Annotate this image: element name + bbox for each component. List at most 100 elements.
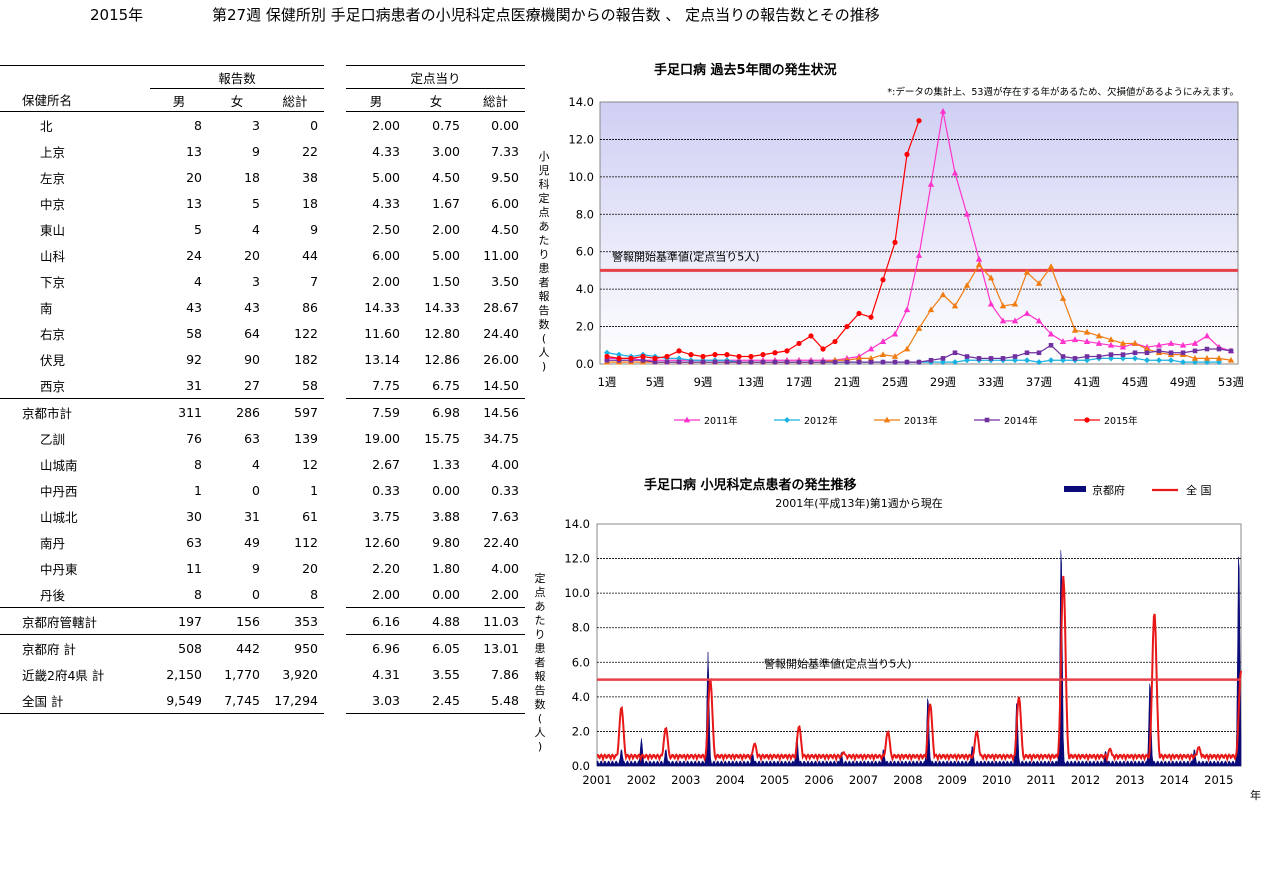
chart1-point: [604, 357, 610, 363]
chart2-y-tick: 12.0: [564, 552, 590, 566]
table-body: 北 8 3 0 2.00 0.75 0.00 上京 13 9 22 4.33 3.00 7.33 左京 20 1…: [0, 112, 526, 714]
chart1-legend-label: 2014年: [1004, 415, 1038, 427]
chart1-point: [1119, 343, 1127, 350]
chart2-ylabel-char: あ: [535, 600, 546, 613]
chart1-point: [1203, 332, 1211, 339]
chart1-point: [951, 169, 959, 176]
cell-f: 4: [252, 221, 260, 237]
chart2-ylabel-char: 数: [535, 698, 546, 711]
column-gap: [324, 242, 346, 268]
chart2-x-tick: 2007: [849, 773, 878, 787]
chart1-point: [652, 355, 658, 361]
chart1-point: [964, 354, 970, 359]
cell-pt: 28.67: [483, 299, 520, 315]
row-name: 南: [40, 300, 53, 316]
chart2-x-ticks: 2001 2002 2003 2004 2005 2006 2007 2008 2009 2010…: [582, 773, 1233, 787]
chart1-threshold: 警報開始基準値(定点当り5人): [600, 249, 1238, 272]
cell-t: 86: [302, 299, 319, 315]
cell-f: 156: [208, 607, 266, 635]
chart1-point: [952, 359, 958, 366]
cell-pm: 6.16: [346, 607, 407, 635]
chart2-y-tick: 2.0: [572, 724, 590, 738]
chart1-point: [1168, 357, 1174, 364]
chart1-point: [892, 359, 898, 365]
cell-pf: 15.75: [424, 430, 461, 446]
chart1-point: [1060, 354, 1066, 359]
chart1-point: [1011, 317, 1019, 324]
chart1-legend-marker: [683, 416, 691, 423]
chart2-y-ticks: 0.0 2.0 4.0 6.0 8.0 10.0 12.0 14.0: [564, 517, 590, 773]
chart1-point: [976, 356, 982, 361]
cell-t: 12: [302, 456, 319, 472]
cell-pm: 4.33: [372, 143, 401, 159]
cell-f: 3: [252, 117, 260, 133]
chart1-y-tick: 0.0: [576, 357, 594, 371]
column-gap: [324, 451, 346, 477]
chart1-point: [1204, 346, 1210, 352]
chart1-point: [1168, 350, 1174, 356]
cell-t: 597: [266, 398, 325, 425]
chart1-gridlines: [600, 139, 1238, 327]
chart1-point: [1096, 354, 1102, 359]
chart1-point: [1120, 352, 1126, 357]
chart2-ylabel-char: り: [535, 628, 546, 641]
chart1-x-ticks: 1週 5週 9週 13週 17週 21週 25週 29週 33週 37週 41週 45週 49週 53週: [598, 375, 1245, 389]
chart1-point: [999, 302, 1007, 309]
cell-m: 13: [186, 195, 202, 211]
chart1-y-tick: 4.0: [576, 282, 594, 296]
chart1-point: [784, 348, 790, 354]
chart1-point: [724, 352, 730, 358]
chart1-ylabel-char: ): [542, 360, 546, 373]
chart1-series: [603, 107, 1235, 366]
cell-pm: 13.14: [364, 351, 401, 367]
table-row: 丹後 8 0 8 2.00 0.00 2.00: [0, 581, 525, 608]
chart1-x-tick: 9週: [694, 375, 713, 389]
cell-m: 1: [194, 482, 202, 498]
chart1-point: [832, 359, 838, 365]
report-year: 2015年: [90, 6, 144, 24]
table-row: 東山 5 4 9 2.50 2.00 4.50: [0, 216, 525, 242]
cell-m: 2,150: [166, 666, 202, 682]
chart2-legend-swatch-kyoto: [1064, 486, 1086, 492]
chart1-threshold-label: 警報開始基準値(定点当り5人): [612, 249, 760, 263]
cell-t: 38: [302, 169, 319, 185]
chart1-point: [1156, 357, 1162, 364]
cell-pt: 14.56: [466, 398, 526, 425]
chart2-ylabel-char: 患: [535, 642, 546, 655]
chart1-point: [1023, 268, 1031, 275]
cell-pf: 2.45: [406, 687, 467, 714]
chart1-point: [1216, 346, 1222, 352]
cell-t: 61: [302, 508, 319, 524]
cell-t: 7: [310, 273, 319, 289]
cell-pf: 1.50: [432, 273, 461, 289]
cell-pt: 6.00: [491, 195, 520, 211]
chart1-point: [784, 359, 790, 365]
cell-m: 20: [186, 169, 202, 185]
table-row: 南 43 43 86 14.33 14.33 28.67: [0, 294, 525, 320]
cell-f: 3: [252, 273, 260, 289]
chart2-y-tick: 10.0: [564, 586, 590, 600]
chart1-point: [616, 355, 622, 361]
chart1-ylabel-char: た: [539, 234, 550, 247]
chart1-point: [676, 348, 682, 354]
column-gap: [324, 216, 346, 242]
group-reports-header: 報告数: [150, 65, 325, 89]
chart1-legend-marker: [883, 416, 891, 423]
chart1-point: [664, 353, 670, 360]
cell-m: 43: [186, 299, 202, 315]
chart1-point: [1144, 350, 1150, 356]
chart1-point: [1167, 340, 1175, 346]
cell-pt: 7.33: [491, 143, 520, 159]
chart2-ylabel-char: 定: [535, 571, 546, 585]
chart1-point: [963, 282, 971, 288]
chart1-ylabel-char: 数: [539, 318, 550, 331]
table-row: 西京 31 27 58 7.75 6.75 14.50: [0, 372, 525, 399]
chart1-point: [688, 352, 694, 358]
column-gap: [324, 138, 346, 164]
chart2-y-tick: 6.0: [572, 655, 590, 669]
cell-m: 24: [186, 247, 202, 263]
cell-f: 63: [244, 430, 260, 446]
chart2-x-tick: 2003: [671, 773, 700, 787]
chart1-point: [1119, 340, 1127, 346]
